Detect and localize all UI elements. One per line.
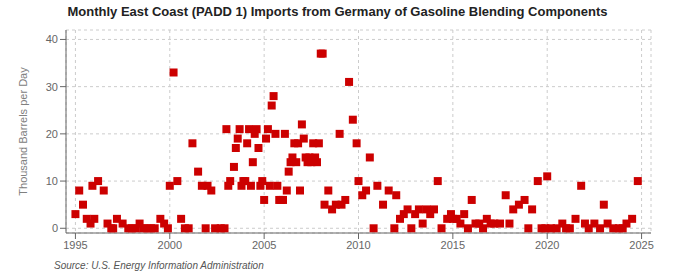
svg-text:1995: 1995 — [63, 239, 87, 251]
svg-text:20: 20 — [46, 128, 58, 140]
svg-text:0: 0 — [52, 222, 58, 234]
svg-text:2015: 2015 — [441, 239, 465, 251]
svg-text:2025: 2025 — [629, 239, 653, 251]
svg-text:2010: 2010 — [346, 239, 370, 251]
svg-text:Thousand Barrels per Day: Thousand Barrels per Day — [17, 67, 29, 196]
svg-text:30: 30 — [46, 81, 58, 93]
html-text:Source: U.S. Energy Informatio: Source: U.S. Energy Information Administ… — [54, 260, 264, 271]
svg-text:10: 10 — [46, 175, 58, 187]
svg-text:2005: 2005 — [252, 239, 276, 251]
html-text:Monthly East Coast (PADD 1) Im: Monthly East Coast (PADD 1) Imports from… — [67, 4, 608, 19]
svg-text:2020: 2020 — [535, 239, 559, 251]
svg-text:40: 40 — [46, 33, 58, 45]
svg-text:2000: 2000 — [158, 239, 182, 251]
